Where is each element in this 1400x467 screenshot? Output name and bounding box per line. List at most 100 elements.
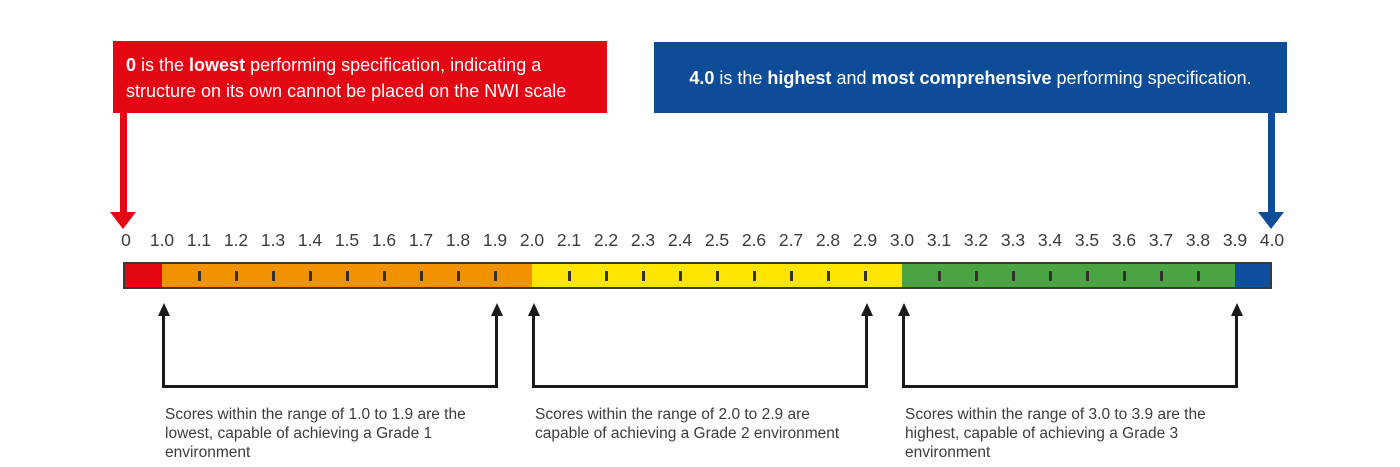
scale-tick-label: 2.8 — [815, 230, 841, 250]
scale-tick-label: 1.7 — [408, 230, 434, 250]
scale-tick-label: 3.4 — [1037, 230, 1063, 250]
scale-tick-label: 0 — [121, 230, 131, 250]
scale-tick-label: 3.2 — [963, 230, 989, 250]
bar-tick-mark — [716, 271, 719, 281]
scale-tick-label: 1.4 — [297, 230, 323, 250]
bar-tick-mark — [753, 271, 756, 281]
bracket-up-arrowhead-icon — [490, 303, 503, 316]
bar-tick-mark — [457, 271, 460, 281]
scale-tick-label: 3.0 — [889, 230, 915, 250]
annotation-line: environment — [165, 444, 251, 461]
scale-tick-label: 1.1 — [186, 230, 212, 250]
scale-tick-label: 2.2 — [593, 230, 619, 250]
bar-tick-mark — [346, 271, 349, 281]
scale-tick-label: 1.6 — [371, 230, 397, 250]
bar-tick-mark — [827, 271, 830, 281]
callout-plain-text: is the — [136, 55, 190, 75]
scale-tick-label: 3.7 — [1148, 230, 1174, 250]
range-annotation-text: Scores within the range of 1.0 to 1.9 ar… — [165, 405, 535, 462]
annotation-line: capable of achieving a Grade 2 environme… — [535, 425, 840, 442]
scale-tick-label: 1.0 — [149, 230, 175, 250]
bar-tick-mark — [1012, 271, 1015, 281]
lowest-spec-callout: 0 is the lowest performing specification… — [113, 41, 607, 113]
scale-tick-label: 2.6 — [741, 230, 767, 250]
scale-tick-label: 2.7 — [778, 230, 804, 250]
scale-tick-label: 2.4 — [667, 230, 693, 250]
bar-tick-mark — [1123, 271, 1126, 281]
bracket-horizontal-line — [902, 385, 1238, 388]
callout-plain-text: performing specification, indicating a s… — [126, 55, 567, 101]
lowest-spec-callout-text: 0 is the lowest performing specification… — [126, 55, 566, 101]
bar-tick-mark — [1049, 271, 1052, 281]
scale-tick-label: 1.3 — [260, 230, 286, 250]
callout-emphasis-text: most comprehensive — [871, 67, 1052, 88]
scale-tick-label: 2.5 — [704, 230, 730, 250]
bar-tick-mark — [938, 271, 941, 281]
callout-emphasis-text: 0 — [126, 55, 137, 75]
bracket-up-arrowhead-icon — [1230, 303, 1243, 316]
bar-tick-mark — [309, 271, 312, 281]
bracket-up-arrowhead-icon — [897, 303, 910, 316]
bar-tick-mark — [975, 271, 978, 281]
scale-tick-label: 3.8 — [1185, 230, 1211, 250]
scale-tick-label: 2.9 — [852, 230, 878, 250]
bracket-vertical-line — [495, 314, 498, 388]
scale-tick-label: 3.1 — [926, 230, 952, 250]
scale-tick-label: 3.3 — [1000, 230, 1026, 250]
bar-tick-mark — [1160, 271, 1163, 281]
bracket-up-arrowhead-icon — [527, 303, 540, 316]
red-down-arrowhead-icon — [110, 212, 136, 229]
callout-plain-text: is the — [714, 67, 768, 88]
highest-spec-callout-text: 4.0 is the highest and most comprehensiv… — [689, 66, 1251, 90]
blue-down-arrow-icon — [1268, 113, 1275, 213]
annotation-line: Scores within the range of 1.0 to 1.9 ar… — [165, 406, 466, 423]
scale-tick-label: 2.1 — [556, 230, 582, 250]
red-down-arrow-icon — [120, 113, 127, 213]
bar-tick-mark — [679, 271, 682, 281]
callout-plain-text: performing specification. — [1051, 67, 1252, 88]
scale-tick-label: 2.0 — [519, 230, 545, 250]
callout-emphasis-text: highest — [767, 67, 832, 88]
bracket-up-arrowhead-icon — [157, 303, 170, 316]
annotation-line: Scores within the range of 3.0 to 3.9 ar… — [905, 406, 1206, 423]
scale-bar — [123, 262, 1272, 289]
scale-segment-blue — [1235, 262, 1272, 289]
scale-tick-label: 1.8 — [445, 230, 471, 250]
bar-tick-mark — [864, 271, 867, 281]
callout-emphasis-text: lowest — [189, 55, 246, 75]
bracket-vertical-line — [162, 314, 165, 388]
scale-segment-green — [902, 262, 1235, 289]
bar-tick-mark — [605, 271, 608, 281]
bracket-vertical-line — [1235, 314, 1238, 388]
range-annotation-text: Scores within the range of 2.0 to 2.9 ar… — [535, 405, 905, 443]
highest-spec-callout: 4.0 is the highest and most comprehensiv… — [654, 42, 1287, 113]
bar-tick-mark — [235, 271, 238, 281]
blue-down-arrowhead-icon — [1258, 212, 1284, 229]
bracket-vertical-line — [865, 314, 868, 388]
scale-tick-label: 1.5 — [334, 230, 360, 250]
bar-tick-mark — [272, 271, 275, 281]
annotation-line: highest, capable of achieving a Grade 3 — [905, 425, 1179, 442]
bar-tick-mark — [642, 271, 645, 281]
bar-tick-mark — [1197, 271, 1200, 281]
scale-tick-label: 3.5 — [1074, 230, 1100, 250]
annotation-line: environment — [905, 444, 991, 461]
bracket-horizontal-line — [532, 385, 868, 388]
callout-emphasis-text: 4.0 — [689, 67, 715, 88]
bar-tick-mark — [790, 271, 793, 281]
bar-tick-mark — [420, 271, 423, 281]
callout-plain-text: and — [831, 67, 872, 88]
scale-tick-label: 3.9 — [1222, 230, 1248, 250]
scale-tick-label: 4.0 — [1259, 230, 1285, 250]
bracket-vertical-line — [532, 314, 535, 388]
bar-tick-mark — [568, 271, 571, 281]
bar-tick-mark — [383, 271, 386, 281]
scale-tick-label: 1.2 — [223, 230, 249, 250]
scale-tick-label: 1.9 — [482, 230, 508, 250]
bracket-vertical-line — [902, 314, 905, 388]
range-annotation-text: Scores within the range of 3.0 to 3.9 ar… — [905, 405, 1275, 462]
scale-tick-label: 2.3 — [630, 230, 656, 250]
scale-segment-red — [123, 262, 162, 289]
bracket-horizontal-line — [162, 385, 498, 388]
